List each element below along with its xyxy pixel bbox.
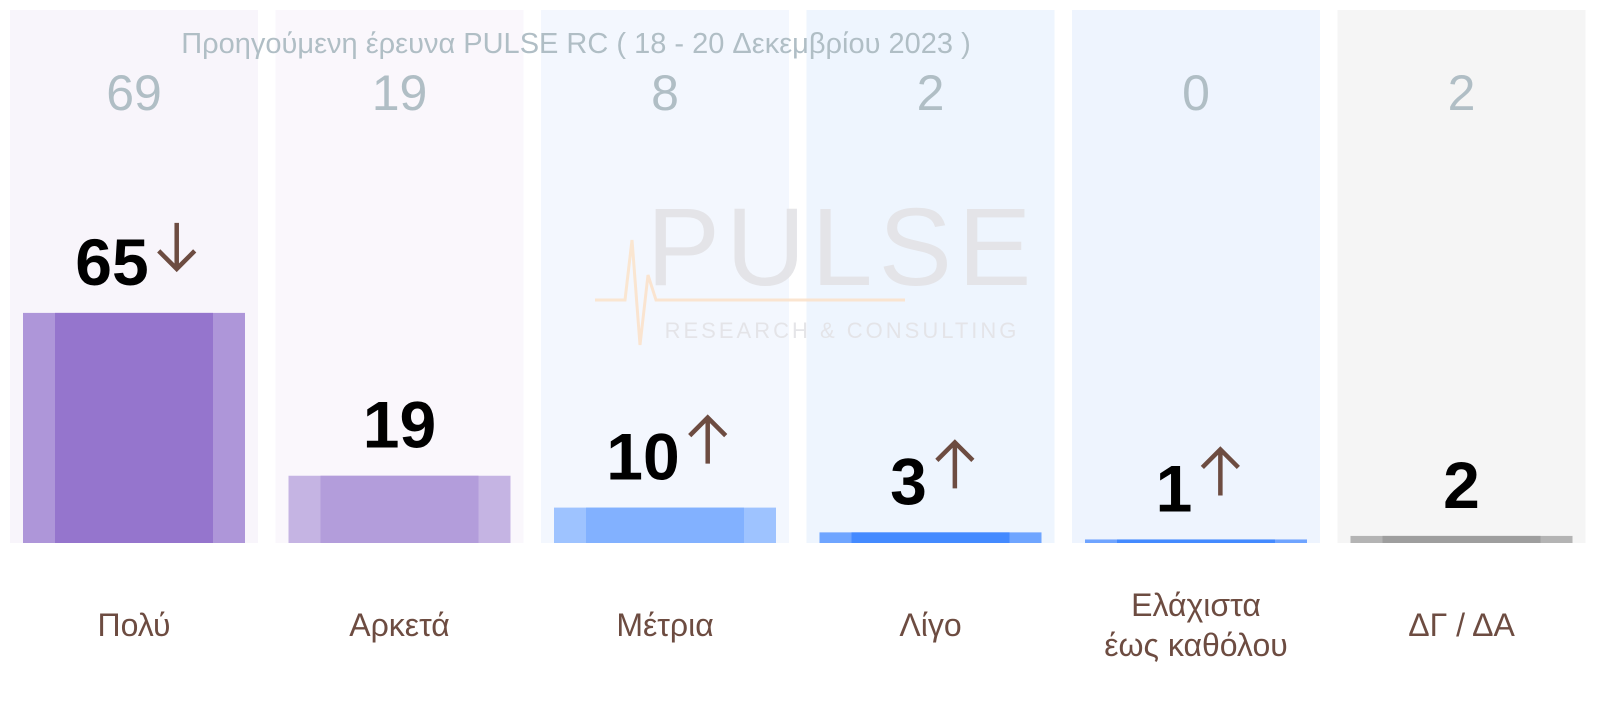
bar-core [851, 532, 1010, 543]
bar [1350, 535, 1573, 543]
category-label: Αρκετά [349, 607, 450, 643]
watermark-pulse [595, 239, 905, 346]
value-label: 65 [75, 225, 148, 299]
category-label: Πολύ [97, 607, 171, 643]
watermark-title: PULSE [647, 186, 1038, 309]
column-background [806, 10, 1055, 543]
previous-value: 2 [917, 65, 945, 121]
previous-value: 0 [1182, 65, 1210, 121]
bar [288, 475, 511, 543]
bar-core [320, 475, 479, 543]
column-background [1337, 10, 1586, 543]
bar-core [586, 507, 744, 543]
category-label: Μέτρια [616, 607, 714, 643]
bar [1085, 539, 1307, 543]
marks: 69 65 19 19 8 10 2 3 0 1 2 2 [23, 65, 1573, 543]
category-label: Λίγο [899, 607, 962, 643]
value-label: 19 [363, 388, 436, 462]
backgrounds [10, 10, 1586, 543]
value-label: 3 [890, 444, 927, 518]
previous-value: 69 [106, 65, 162, 121]
bar-core [1117, 539, 1275, 543]
previous-value: 8 [651, 65, 679, 121]
change-arrow [157, 222, 197, 273]
bar [23, 312, 245, 543]
subtitle: Προηγούμενη έρευνα PULSE RC ( 18 - 20 Δε… [181, 28, 971, 60]
bar [819, 532, 1042, 543]
value-label: 2 [1443, 448, 1480, 522]
watermark: PULSE RESEARCH & CONSULTING [595, 186, 1038, 346]
column-background [275, 10, 524, 543]
change-arrow [935, 439, 975, 489]
value-label: 10 [606, 420, 679, 494]
previous-value: 2 [1448, 65, 1476, 121]
bar-core [1382, 535, 1541, 543]
watermark-subtitle: RESEARCH & CONSULTING [665, 318, 1020, 343]
previous-value: 19 [372, 65, 428, 121]
column-background [541, 10, 789, 543]
bar-core [55, 312, 213, 543]
change-arrow [1200, 446, 1240, 496]
column-background [1072, 10, 1320, 543]
category-label: ΔΓ / ΔΑ [1408, 607, 1515, 643]
value-label: 1 [1156, 451, 1193, 525]
category-label: Ελάχιστα έως καθόλου [1104, 587, 1288, 663]
change-arrow [688, 414, 728, 464]
bar [554, 507, 776, 543]
